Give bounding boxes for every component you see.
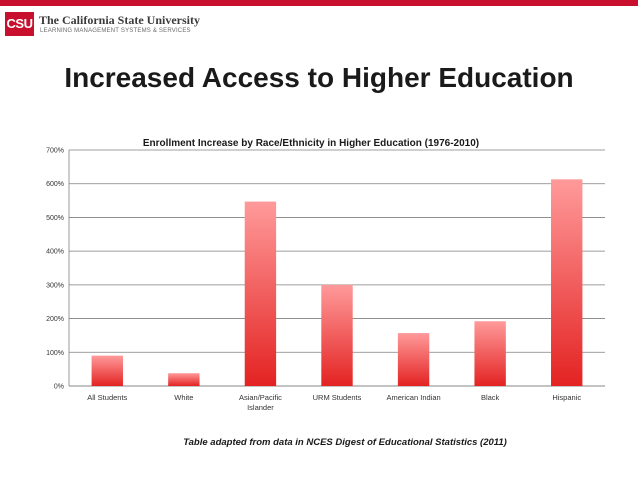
y-tick-label: 0%	[54, 384, 64, 391]
bar	[91, 355, 123, 386]
y-tick-label: 400%	[46, 249, 64, 256]
slide-title: Increased Access to Higher Education	[64, 62, 574, 93]
csu-logo-mark: CSU	[5, 12, 34, 36]
x-tick-label: Hispanic	[552, 393, 581, 402]
bar	[551, 179, 583, 386]
y-tick-label: 600%	[46, 181, 64, 188]
y-tick-label: 700%	[46, 148, 64, 155]
x-tick-label: All Students	[87, 393, 127, 402]
y-tick-label: 200%	[46, 316, 64, 323]
chart-title: Enrollment Increase by Race/Ethnicity in…	[143, 138, 479, 149]
bar	[321, 284, 353, 386]
bar	[168, 373, 200, 386]
source-caption: Table adapted from data in NCES Digest o…	[183, 437, 507, 448]
enrollment-bar-chart: Enrollment Increase by Race/Ethnicity in…	[46, 138, 605, 412]
y-tick-label: 300%	[46, 282, 64, 289]
x-tick-label: URM Students	[313, 393, 362, 402]
bar	[397, 333, 430, 386]
x-tick-label: American Indian	[386, 393, 440, 402]
x-tick-label: Asian/Pacific Islander	[239, 393, 282, 412]
org-subtitle: LEARNING MANAGEMENT SYSTEMS & SERVICES	[40, 28, 191, 34]
csu-logo: CSU The California State University LEAR…	[5, 12, 200, 38]
bar	[474, 321, 506, 386]
org-name: The California State University	[39, 13, 200, 27]
bar	[244, 201, 277, 386]
x-tick-label: Black	[481, 393, 500, 402]
y-tick-label: 500%	[46, 215, 64, 222]
y-tick-label: 100%	[46, 350, 64, 357]
x-tick-label: White	[174, 393, 193, 402]
top-accent-bar	[0, 0, 638, 6]
